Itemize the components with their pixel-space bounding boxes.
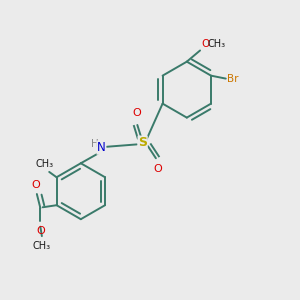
Text: CH₃: CH₃ [33, 241, 51, 250]
Text: N: N [97, 141, 106, 154]
Text: CH₃: CH₃ [36, 159, 54, 169]
Text: O: O [201, 39, 209, 49]
Text: CH₃: CH₃ [207, 39, 226, 49]
Text: O: O [36, 226, 45, 236]
Text: H: H [91, 139, 99, 149]
Text: Br: Br [226, 74, 238, 84]
Text: S: S [138, 136, 147, 149]
Text: O: O [32, 180, 40, 190]
Text: O: O [154, 164, 162, 174]
Text: O: O [132, 108, 141, 118]
